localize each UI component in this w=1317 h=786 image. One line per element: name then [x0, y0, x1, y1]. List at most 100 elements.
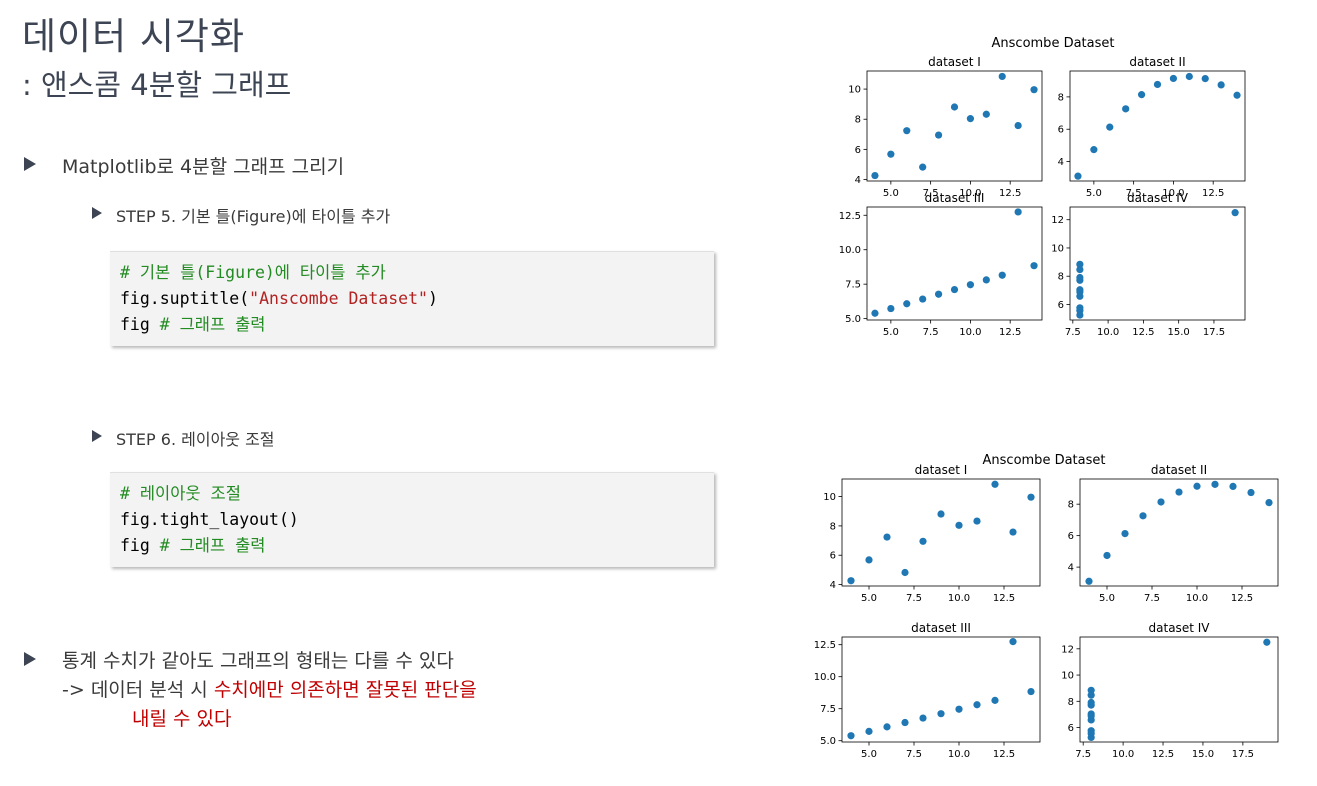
y-tick-label: 6 — [855, 145, 861, 156]
x-tick-label: 10.0 — [1112, 749, 1134, 760]
code-comment: # 기본 틀(Figure)에 타이틀 추가 — [120, 263, 386, 282]
x-tick-label: 7.5 — [923, 327, 939, 338]
scatter-point — [1009, 638, 1017, 646]
x-tick-label: 10.0 — [948, 593, 970, 604]
scatter-point — [950, 103, 959, 111]
scatter-point — [1217, 81, 1225, 89]
code-text: fig — [120, 315, 160, 334]
page-subtitle: : 앤스콤 4분할 그래프 — [22, 68, 292, 102]
axes-frame — [1069, 70, 1246, 182]
x-tick-label: 10.0 — [959, 327, 981, 338]
scatter-point — [919, 295, 927, 303]
subplot-2: dataset II 5.0 7.5 10.0 12.5 4 6 8 — [1058, 55, 1246, 199]
subplot-title: dataset IV — [1149, 621, 1211, 635]
subplot-title: dataset II — [1129, 55, 1185, 69]
x-tick-label: 12.5 — [993, 593, 1015, 604]
scatter-point — [847, 577, 855, 585]
scatter-point — [1076, 288, 1084, 296]
scatter-point — [1085, 577, 1093, 585]
scatter-point — [1137, 91, 1146, 99]
x-tick-label: 7.5 — [1065, 327, 1081, 338]
subplot-3: dataset III 5.0 7.5 10.0 12.5 5.0 7.5 10.0 12.5 — [839, 191, 1043, 338]
scatter-point — [1027, 687, 1035, 696]
scatter-point — [901, 718, 909, 727]
y-tick-label: 8 — [1068, 500, 1074, 511]
y-tick-label: 5.0 — [845, 314, 861, 325]
x-tick-label: 17.5 — [1232, 749, 1254, 760]
code-text: fig — [120, 536, 160, 555]
scatter-point — [982, 110, 990, 118]
scatter-point — [1139, 512, 1147, 520]
scatter-point — [955, 521, 963, 529]
scatter-point — [1087, 712, 1095, 720]
x-tick-label: 7.5 — [906, 593, 922, 604]
scatter-point — [1265, 499, 1273, 507]
axes-frame — [866, 206, 1043, 321]
scatter-point — [1014, 121, 1022, 130]
scatter-point — [1175, 488, 1183, 496]
x-tick-label: 5.0 — [861, 749, 877, 760]
scatter-point — [991, 696, 999, 704]
y-tick-label: 12 — [1051, 215, 1064, 226]
scatter-point — [1014, 208, 1022, 216]
y-tick-label: 6 — [830, 551, 836, 562]
y-tick-label: 6 — [1058, 300, 1064, 311]
y-tick-label: 5.0 — [820, 736, 836, 747]
scatter-point — [1211, 480, 1219, 488]
y-tick-label: 8 — [1058, 92, 1064, 103]
y-tick-label: 8 — [855, 115, 861, 126]
page-title: 데이터 시각화 — [22, 15, 246, 58]
axes-frame — [841, 478, 1041, 587]
scatter-point — [1263, 638, 1271, 646]
scatter-point — [871, 309, 879, 317]
y-tick-label: 10 — [1051, 243, 1064, 254]
y-tick-label: 4 — [830, 580, 836, 591]
bullet-text: Matplotlib로 4분할 그래프 그리기 — [62, 156, 345, 178]
scatter-point — [1121, 530, 1129, 538]
scatter-point — [1231, 209, 1239, 217]
figure-default-layout: Anscombe Dataset dataset I 5.0 7.5 10.0 12.5 4… — [839, 36, 1246, 338]
x-tick-label: 10.0 — [948, 749, 970, 760]
subplot-1: dataset I 5.0 7.5 10.0 12.5 4 6 8 10 — [848, 55, 1043, 199]
conclusion-line3: 내릴 수 있다 — [132, 708, 232, 730]
scatter-point — [1233, 91, 1241, 99]
scatter-point — [1076, 307, 1084, 315]
y-tick-label: 8 — [830, 521, 836, 532]
subplot-title: dataset I — [928, 55, 981, 69]
scatter-point — [1087, 691, 1095, 699]
scatter-point — [919, 714, 927, 722]
scatter-point — [1076, 265, 1084, 274]
scatter-point — [919, 537, 927, 545]
x-tick-label: 7.5 — [906, 749, 922, 760]
bullet-triangle-icon — [92, 207, 102, 219]
x-tick-label: 7.5 — [923, 188, 939, 199]
y-tick-label: 6 — [1068, 723, 1074, 734]
bullet-conclusion: 통계 수치가 같아도 그래프의 형태는 다를 수 있다 -> 데이터 분석 시 … — [24, 647, 477, 734]
code-text: ) — [427, 289, 438, 308]
bullet-triangle-icon — [92, 430, 102, 442]
x-tick-label: 12.5 — [999, 327, 1021, 338]
conclusion-prefix: -> 데이터 분석 시 — [62, 679, 214, 701]
x-tick-label: 12.5 — [1202, 188, 1224, 199]
scatter-point — [950, 285, 959, 294]
scatter-point — [887, 304, 895, 313]
x-tick-label: 5.0 — [861, 593, 877, 604]
subplot-3: dataset III 5.0 7.5 10.0 12.5 5.0 7.5 10.0 12.5 — [814, 621, 1041, 760]
scatter-point — [937, 710, 945, 718]
x-tick-label: 12.5 — [1231, 593, 1253, 604]
bullet-step6: STEP 6. 레이아웃 조절 — [92, 426, 275, 450]
axes-frame — [1079, 636, 1279, 743]
y-tick-label: 8 — [1068, 697, 1074, 708]
x-tick-label: 10.0 — [959, 188, 981, 199]
scatter-point — [1074, 172, 1082, 180]
scatter-point — [1076, 260, 1084, 268]
scatter-point — [937, 510, 945, 518]
x-tick-label: 12.5 — [993, 749, 1015, 760]
scatter-point — [1087, 729, 1095, 737]
subplot-title: dataset IV — [1127, 191, 1189, 205]
scatter-point — [973, 517, 981, 525]
y-tick-label: 10.0 — [839, 245, 861, 256]
y-tick-label: 10 — [1061, 671, 1074, 682]
